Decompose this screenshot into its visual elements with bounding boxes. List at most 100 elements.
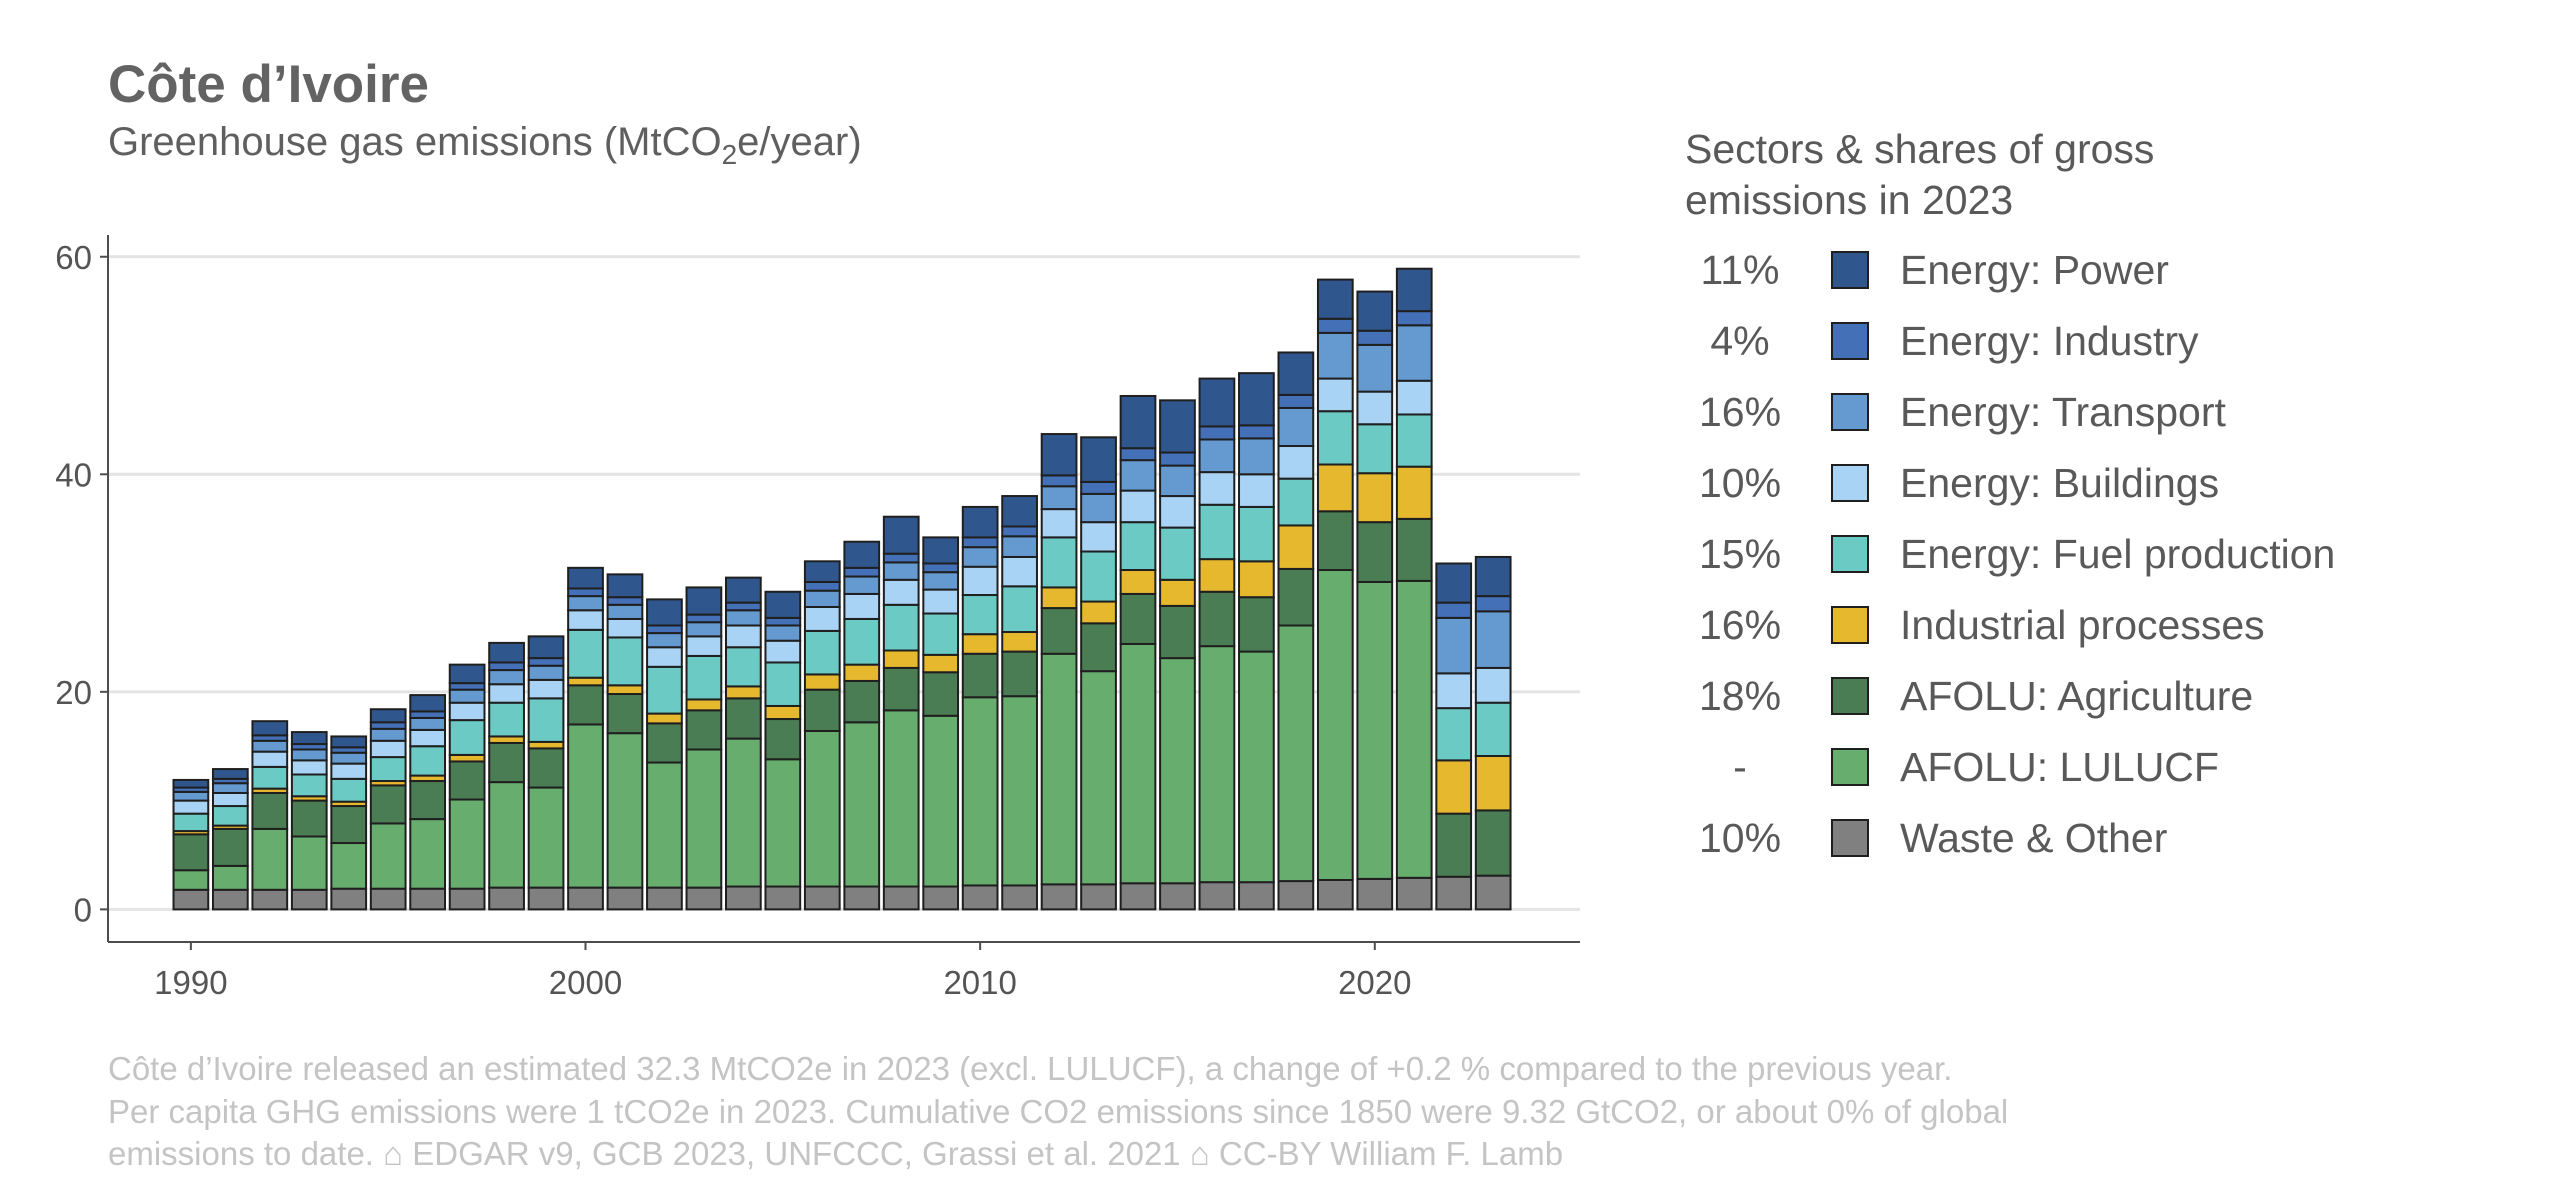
bar-afolu-agriculture-2006 bbox=[803, 688, 841, 732]
bar-energy-buildings-2005 bbox=[764, 639, 802, 664]
bar-afolu-agriculture-1997 bbox=[448, 760, 486, 801]
bar-energy-fuel-production-2010 bbox=[961, 594, 999, 636]
bar-energy-buildings-2019 bbox=[1316, 377, 1354, 413]
bar-energy-buildings-1997 bbox=[448, 701, 486, 722]
bar-industrial-processes-2005 bbox=[764, 704, 802, 721]
bar-afolu-lulucf-2004 bbox=[725, 737, 762, 888]
bar-afolu-agriculture-1999 bbox=[527, 747, 565, 789]
bar-energy-buildings-2021 bbox=[1395, 379, 1433, 416]
bar-afolu-lulucf-2019 bbox=[1316, 569, 1354, 882]
bar-afolu-lulucf-2006 bbox=[803, 729, 841, 888]
bar-energy-fuel-production-2005 bbox=[764, 661, 802, 707]
bar-energy-buildings-2004 bbox=[725, 624, 762, 649]
legend-swatch bbox=[1831, 393, 1869, 431]
bar-waste-and-other-1998 bbox=[488, 886, 525, 911]
bar-energy-power-2014 bbox=[1119, 394, 1157, 450]
bar-energy-power-1998 bbox=[488, 641, 525, 664]
bar-afolu-agriculture-2016 bbox=[1198, 590, 1236, 648]
bar-energy-power-2015 bbox=[1159, 399, 1196, 454]
bar-afolu-agriculture-2011 bbox=[1001, 650, 1038, 698]
legend-label: Waste & Other bbox=[1900, 815, 2167, 861]
bar-energy-buildings-2015 bbox=[1159, 495, 1196, 529]
bar-energy-fuel-production-1997 bbox=[448, 719, 486, 756]
legend-item-energy-transport: 16% Energy: Transport bbox=[1699, 389, 2227, 435]
bar-energy-transport-2022 bbox=[1435, 616, 1473, 675]
bar-energy-power-2009 bbox=[922, 536, 960, 565]
bar-industrial-processes-2018 bbox=[1277, 524, 1315, 570]
bar-energy-fuel-production-2000 bbox=[567, 628, 604, 679]
bar-energy-buildings-1991 bbox=[211, 791, 249, 808]
bar-industrial-processes-2023 bbox=[1474, 755, 1512, 812]
bar-waste-and-other-1994 bbox=[330, 887, 368, 911]
bar-afolu-lulucf-1990 bbox=[172, 869, 210, 891]
bar-afolu-lulucf-1994 bbox=[330, 842, 368, 890]
bar-energy-power-2017 bbox=[1238, 372, 1275, 427]
bar-energy-buildings-1990 bbox=[172, 799, 210, 815]
legend-label: Energy: Power bbox=[1900, 247, 2169, 293]
legend: 11% Energy: Power 4% Energy: Industry 16% Ene… bbox=[1699, 247, 2335, 861]
bar-energy-power-2022 bbox=[1435, 562, 1473, 604]
bar-energy-transport-1993 bbox=[290, 748, 328, 762]
bar-energy-transport-2017 bbox=[1238, 437, 1275, 476]
bar-energy-transport-2010 bbox=[961, 546, 999, 568]
bar-energy-power-1993 bbox=[290, 731, 328, 746]
bar-industrial-processes-2016 bbox=[1198, 558, 1236, 593]
bar-energy-fuel-production-1999 bbox=[527, 697, 565, 743]
bar-afolu-lulucf-2010 bbox=[961, 696, 999, 887]
bar-afolu-agriculture-2019 bbox=[1316, 510, 1354, 572]
bar-afolu-lulucf-1997 bbox=[448, 798, 486, 890]
caption-line2: Per capita GHG emissions were 1 tCO2e in… bbox=[108, 1093, 2008, 1130]
bar-waste-and-other-2003 bbox=[685, 886, 723, 911]
bar-afolu-lulucf-2013 bbox=[1080, 670, 1117, 886]
legend-share: - bbox=[1733, 744, 1747, 790]
bar-energy-transport-1998 bbox=[488, 669, 525, 686]
bar-afolu-lulucf-2002 bbox=[646, 761, 683, 889]
bar-industrial-processes-2013 bbox=[1080, 600, 1117, 625]
bar-afolu-lulucf-2020 bbox=[1356, 580, 1394, 880]
bar-energy-transport-1997 bbox=[448, 688, 486, 704]
bar-energy-industry-2018 bbox=[1277, 393, 1315, 409]
bar-afolu-lulucf-1996 bbox=[409, 818, 447, 890]
bar-energy-buildings-1995 bbox=[369, 739, 407, 759]
bar-energy-transport-1990 bbox=[172, 790, 210, 802]
bar-energy-fuel-production-2018 bbox=[1277, 477, 1315, 527]
bar-energy-power-1992 bbox=[251, 720, 289, 737]
bar-energy-power-2021 bbox=[1395, 267, 1433, 313]
bar-energy-transport-2002 bbox=[646, 632, 683, 649]
bar-energy-industry-2009 bbox=[922, 562, 960, 574]
bar-industrial-processes-2003 bbox=[685, 698, 723, 712]
bar-waste-and-other-2001 bbox=[606, 886, 644, 911]
legend-swatch bbox=[1831, 748, 1869, 786]
bar-energy-industry-2010 bbox=[961, 536, 999, 549]
bar-energy-power-2008 bbox=[882, 515, 920, 555]
bar-energy-fuel-production-2004 bbox=[725, 646, 762, 688]
bar-energy-transport-1995 bbox=[369, 727, 407, 742]
bar-energy-transport-2006 bbox=[803, 589, 841, 608]
bar-energy-buildings-1993 bbox=[290, 759, 328, 776]
bar-energy-fuel-production-2001 bbox=[606, 636, 644, 687]
bar-energy-transport-2023 bbox=[1474, 610, 1512, 669]
bar-industrial-processes-2011 bbox=[1001, 631, 1038, 653]
bar-waste-and-other-2020 bbox=[1356, 877, 1394, 911]
legend-swatch bbox=[1831, 535, 1869, 573]
bar-energy-buildings-1998 bbox=[488, 683, 525, 704]
bar-afolu-agriculture-2000 bbox=[567, 684, 604, 726]
bar-waste-and-other-1990 bbox=[172, 888, 210, 911]
bar-energy-fuel-production-2013 bbox=[1080, 550, 1117, 603]
bar-industrial-processes-2014 bbox=[1119, 569, 1157, 595]
legend-title-line2: emissions in 2023 bbox=[1685, 177, 2013, 223]
bar-energy-industry-2002 bbox=[646, 624, 683, 635]
bar-energy-buildings-2023 bbox=[1474, 666, 1512, 704]
bar-afolu-agriculture-1994 bbox=[330, 805, 368, 845]
bar-energy-power-2001 bbox=[606, 573, 644, 599]
bar-energy-industry-2013 bbox=[1080, 480, 1117, 495]
bar-energy-fuel-production-1995 bbox=[369, 756, 407, 783]
bar-energy-transport-2011 bbox=[1001, 535, 1038, 558]
bar-energy-buildings-2006 bbox=[803, 605, 841, 632]
bar-afolu-lulucf-2000 bbox=[567, 723, 604, 889]
bar-energy-buildings-2000 bbox=[567, 609, 604, 631]
bar-waste-and-other-1996 bbox=[409, 887, 447, 911]
bar-afolu-lulucf-2014 bbox=[1119, 642, 1157, 885]
bar-energy-industry-2023 bbox=[1474, 595, 1512, 613]
legend-item-energy-buildings: 10% Energy: Buildings bbox=[1699, 460, 2219, 506]
